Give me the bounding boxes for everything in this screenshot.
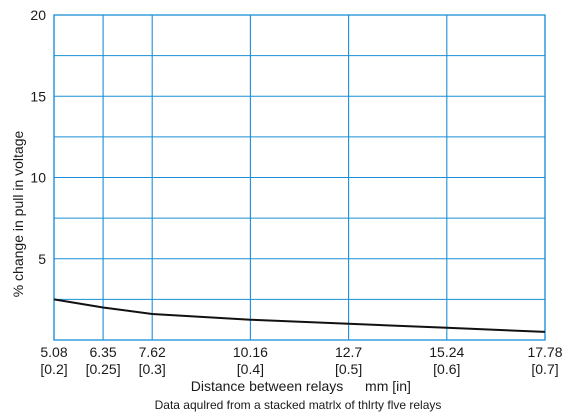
x-tick-label-in: [0.3] [139, 361, 166, 377]
y-axis-label: % change in pull in voltage [10, 131, 26, 298]
y-tick-label: 15 [30, 88, 46, 104]
x-tick-label-in: [0.4] [237, 361, 264, 377]
x-tick-label-in: [0.7] [531, 361, 558, 377]
x-tick-label-mm: 17.78 [527, 344, 562, 360]
x-tick-label-mm: 12.7 [335, 344, 362, 360]
x-tick-label-mm: 6.35 [89, 344, 116, 360]
y-tick-label: 20 [30, 7, 46, 23]
x-tick-label-mm: 15.24 [429, 344, 464, 360]
x-tick-labels: 5.08[0.2] 6.35[0.25] 7.62[0.3] 10.16[0.4] 12… [40, 344, 562, 377]
x-tick-label-in: [0.5] [335, 361, 362, 377]
x-tick-label-in: [0.25] [86, 361, 121, 377]
series-line [53, 298, 546, 333]
y-tick-label: 10 [30, 170, 46, 186]
x-tick-label-mm: 5.08 [40, 344, 67, 360]
grid-lines [53, 14, 546, 341]
x-tick-label-mm: 10.16 [233, 344, 268, 360]
y-tick-labels: 5 10 15 20 [30, 7, 46, 267]
x-axis-label: Distance between relays [191, 378, 344, 394]
y-tick-label: 5 [38, 251, 46, 267]
x-tick-label-in: [0.6] [433, 361, 460, 377]
x-axis-unit: mm [in] [365, 378, 411, 394]
x-tick-label-in: [0.2] [40, 361, 67, 377]
chart-note: Data aqulred from a stacked matrlx of th… [155, 398, 442, 412]
x-tick-label-mm: 7.62 [139, 344, 166, 360]
